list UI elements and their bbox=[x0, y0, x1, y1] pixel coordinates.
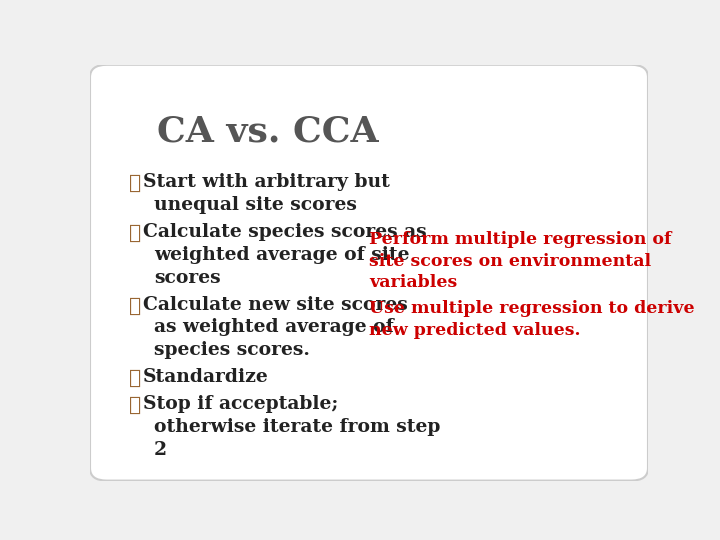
Text: CA vs. CCA: CA vs. CCA bbox=[157, 114, 379, 148]
FancyBboxPatch shape bbox=[90, 65, 648, 481]
Text: Stop if acceptable;: Stop if acceptable; bbox=[143, 395, 338, 413]
Text: unequal site scores: unequal site scores bbox=[154, 196, 357, 214]
Text: ∾: ∾ bbox=[129, 173, 141, 193]
Text: variables: variables bbox=[369, 274, 457, 292]
Text: Start with arbitrary but: Start with arbitrary but bbox=[143, 173, 390, 191]
Text: Calculate species scores as: Calculate species scores as bbox=[143, 223, 427, 241]
Text: scores: scores bbox=[154, 268, 221, 287]
Text: Calculate new site scores: Calculate new site scores bbox=[143, 295, 408, 314]
Text: site scores on environmental: site scores on environmental bbox=[369, 253, 651, 270]
Text: ∾: ∾ bbox=[129, 395, 141, 415]
Text: new predicted values.: new predicted values. bbox=[369, 322, 580, 339]
Text: as weighted average of: as weighted average of bbox=[154, 319, 394, 336]
Text: 2: 2 bbox=[154, 441, 167, 459]
Text: species scores.: species scores. bbox=[154, 341, 310, 359]
Text: otherwise iterate from step: otherwise iterate from step bbox=[154, 418, 441, 436]
Text: ∾: ∾ bbox=[129, 368, 141, 388]
Text: ∾: ∾ bbox=[129, 295, 141, 315]
Text: ∾: ∾ bbox=[129, 223, 141, 243]
Text: weighted average of site: weighted average of site bbox=[154, 246, 410, 264]
Text: Perform multiple regression of: Perform multiple regression of bbox=[369, 231, 672, 248]
Text: Standardize: Standardize bbox=[143, 368, 269, 386]
Text: Use multiple regression to derive: Use multiple regression to derive bbox=[369, 300, 695, 317]
